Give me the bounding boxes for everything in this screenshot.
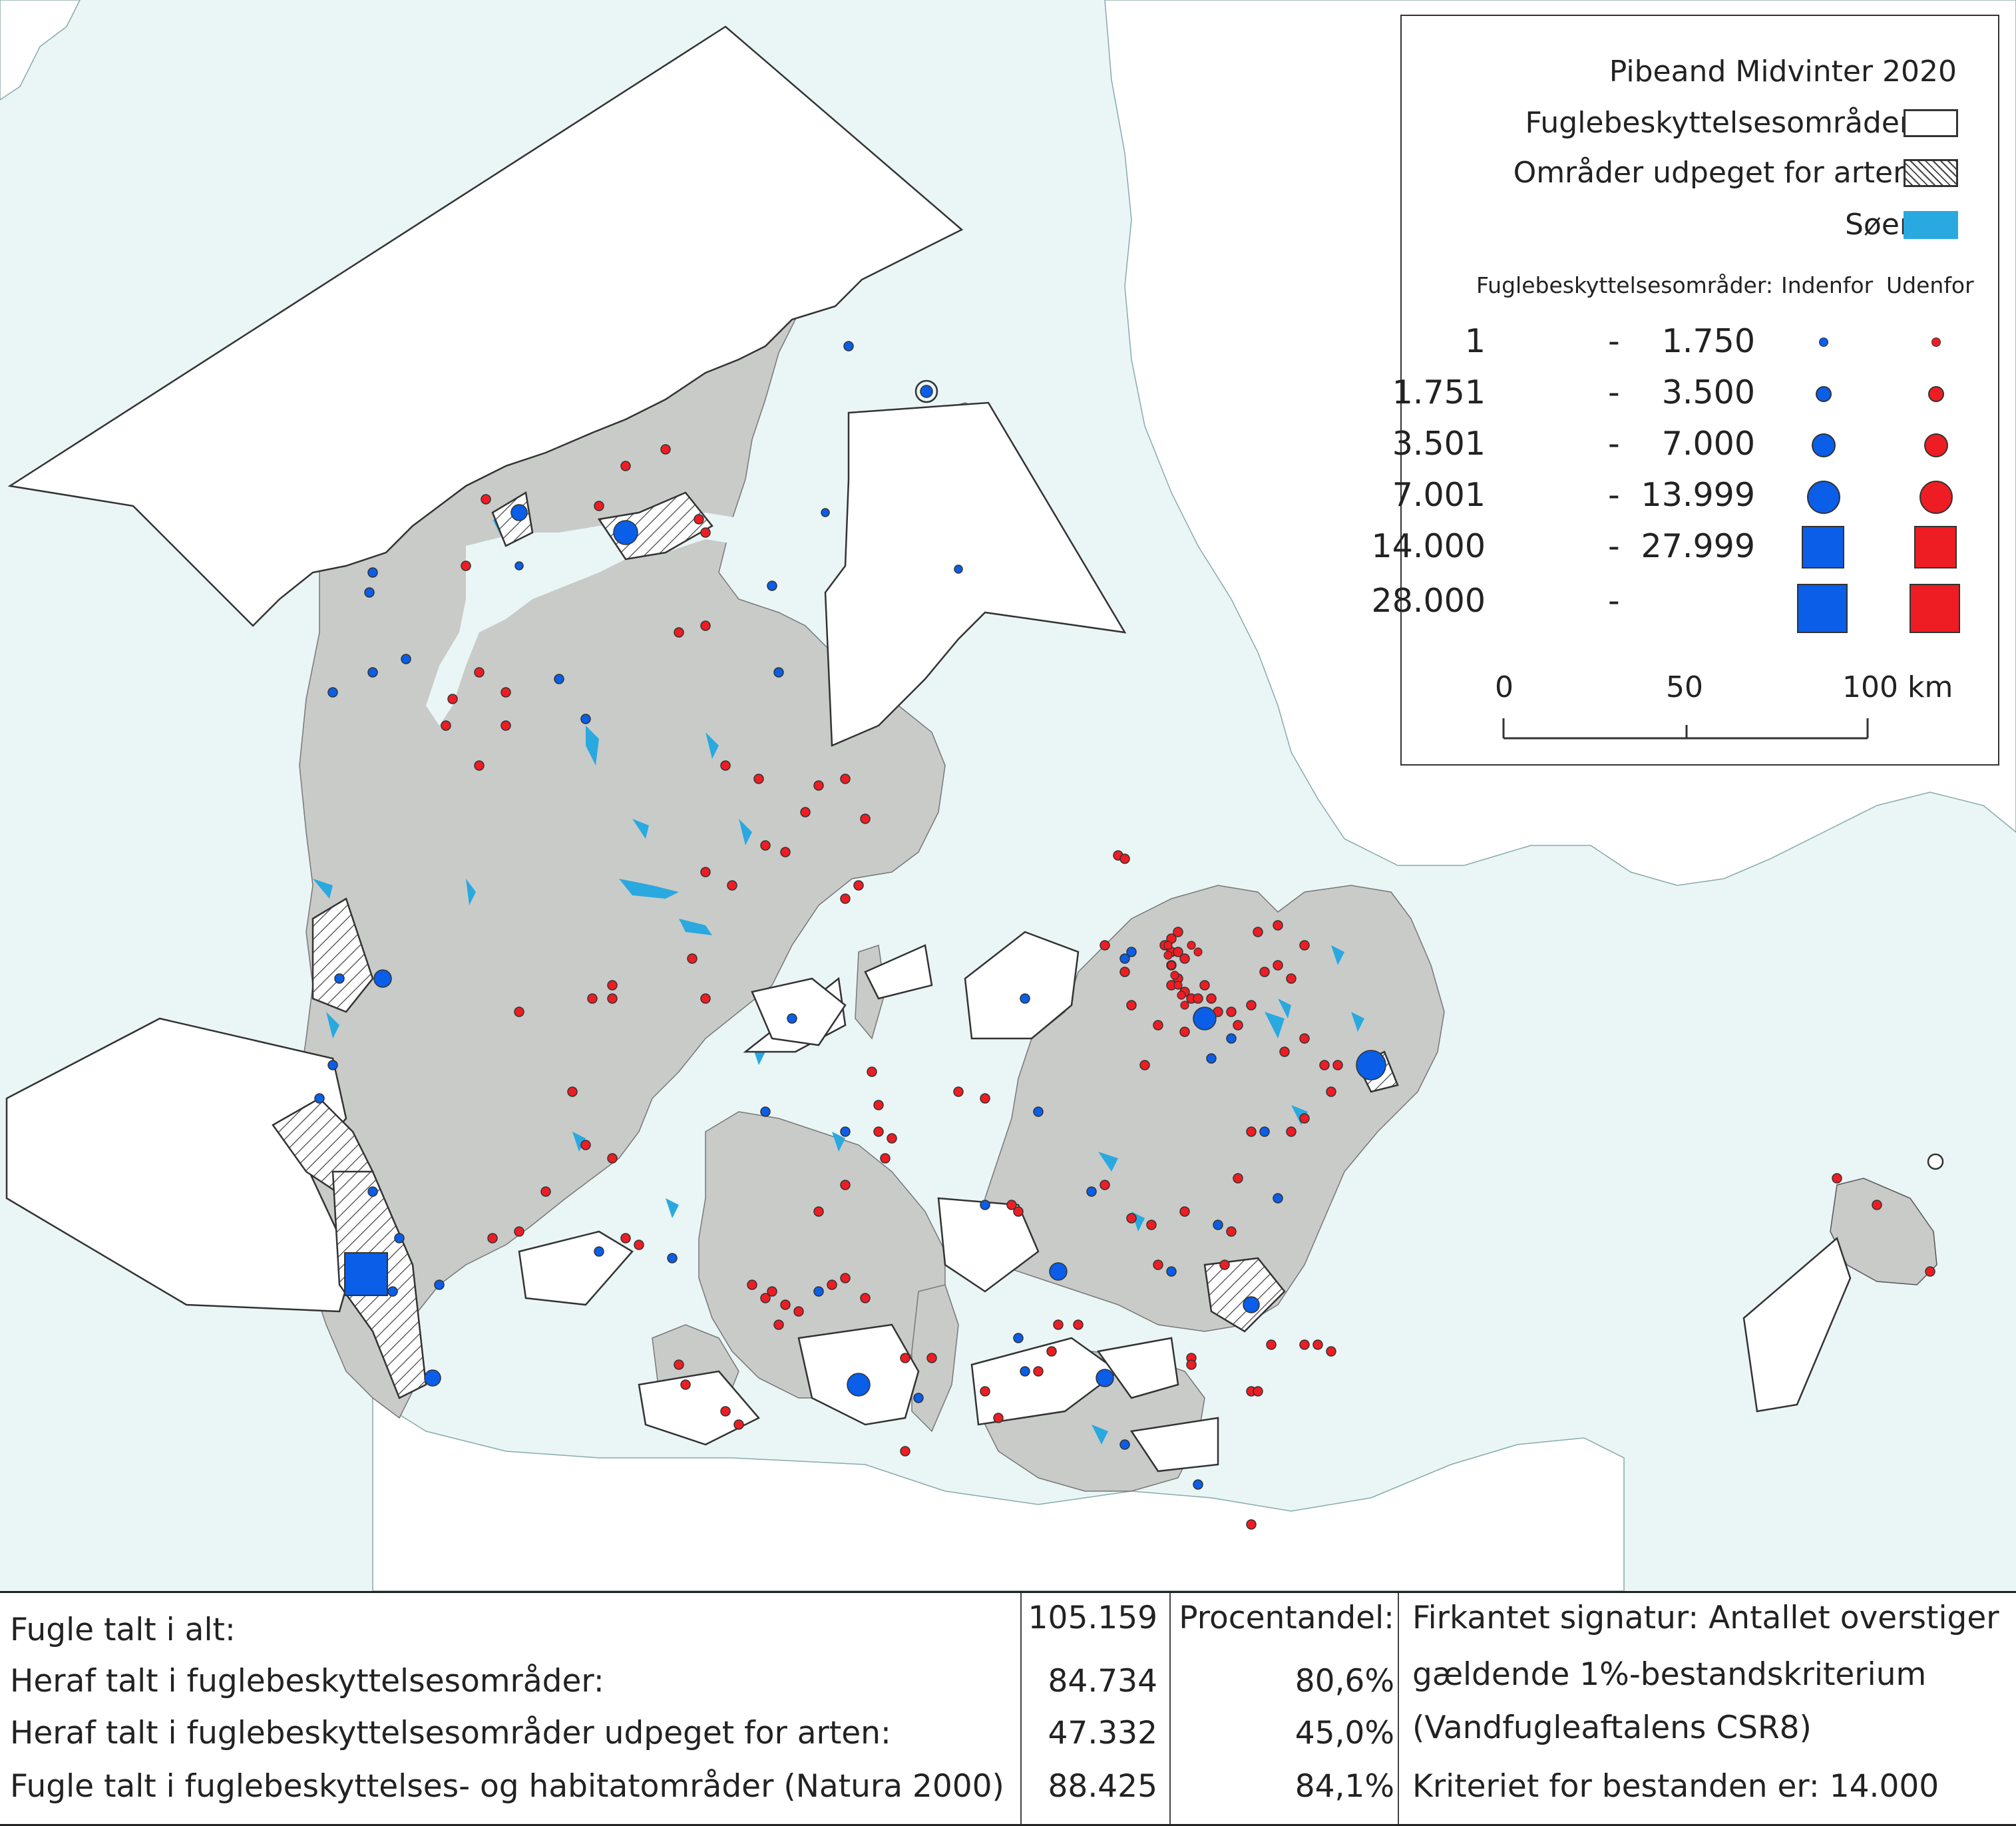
class-to: 27.999 [1641, 527, 1755, 565]
outside-cluster [1163, 941, 1203, 1010]
class-to: 7.000 [1661, 425, 1755, 463]
inside-symbol [1807, 481, 1840, 514]
outside-symbol [1931, 338, 1941, 347]
stats-label: Fugle talt i fuglebeskyttelses- og habit… [10, 1768, 1004, 1805]
outside-symbol [1914, 526, 1957, 569]
stats-note: gældende 1%-bestandskriterium [1412, 1656, 1927, 1693]
open-circle-marker [914, 379, 938, 403]
class-from: 7.001 [1392, 476, 1486, 514]
inside-symbol [1802, 526, 1844, 569]
inside-observations [314, 341, 1386, 1490]
outside-observations [441, 444, 1935, 1530]
stats-percent: Procentandel: [1179, 1600, 1394, 1636]
class-from: 28.000 [1371, 582, 1486, 620]
stats-label: Fugle talt i alt: [10, 1612, 236, 1648]
stats-value: 105.159 [1028, 1600, 1157, 1636]
legend-item-label: Områder udpeget for arten [1513, 156, 1912, 190]
inside-square-marker [344, 1252, 388, 1296]
stats-label: Heraf talt i fuglebeskyttelsesområder ud… [10, 1715, 891, 1751]
class-to: 13.999 [1641, 476, 1755, 514]
stats-value: 84.734 [1048, 1663, 1157, 1700]
bird-protection-areas [5, 25, 1852, 1473]
germany-land [372, 1397, 1625, 1591]
white-box-swatch [1904, 109, 1958, 137]
legend-item-label: Søer [1844, 208, 1912, 242]
stats-note: Firkantet signatur: Antallet overstiger [1412, 1600, 1999, 1636]
legend-title: Pibeand Midvinter 2020 [1609, 55, 1957, 89]
class-to: 3.500 [1661, 373, 1755, 411]
stats-value: 47.332 [1048, 1715, 1157, 1751]
class-dash: - [1608, 527, 1620, 565]
stats-value: 88.425 [1048, 1768, 1157, 1805]
legend-column-header: Fuglebeskyttelsesområder: [1476, 272, 1773, 298]
class-dash: - [1608, 373, 1620, 411]
class-from: 1.751 [1392, 373, 1486, 411]
class-dash: - [1608, 425, 1620, 463]
stats-percent: 45,0% [1295, 1715, 1394, 1751]
class-dash: - [1608, 322, 1620, 360]
lakes-layer [313, 519, 1364, 1445]
inside-symbol [1812, 433, 1836, 457]
stats-percent: 80,6% [1295, 1663, 1394, 1700]
open-circle-marker [1927, 1153, 1944, 1170]
legend-col-inside: Indenfor [1781, 272, 1874, 298]
map-legend: Pibeand Midvinter 2020 Fuglebeskyttelses… [1372, 15, 1999, 766]
scale-tick-label: 0 [1495, 670, 1513, 704]
scale-tick-label: 100 km [1842, 670, 1953, 704]
scale-bar [1502, 718, 1869, 740]
legend-item-label: Fuglebeskyttelsesområder [1525, 106, 1912, 140]
blue-box-swatch [1904, 211, 1958, 239]
scale-tick-label: 50 [1666, 670, 1703, 704]
class-dash: - [1608, 476, 1620, 514]
statistics-table: Fugle talt i alt: 105.159 Procentandel: … [0, 1591, 2016, 1826]
zealand-land [984, 885, 1445, 1332]
legend-col-outside: Udenfor [1886, 272, 1974, 298]
hatched-box-swatch [1904, 159, 1958, 187]
stats-label: Heraf talt i fuglebeskyttelsesområder: [10, 1663, 604, 1700]
class-from: 14.000 [1371, 527, 1486, 565]
class-dash: - [1608, 582, 1620, 620]
outside-symbol [1928, 386, 1944, 402]
outside-symbol [1910, 584, 1960, 633]
class-to: 1.750 [1661, 322, 1755, 360]
stats-note: (Vandfugleaftalens CSR8) [1412, 1710, 1812, 1746]
inside-symbol [1816, 386, 1832, 402]
class-from: 1 [1464, 322, 1486, 360]
class-from: 3.501 [1392, 425, 1486, 463]
norway-land [0, 0, 81, 101]
outside-symbol [1924, 433, 1948, 457]
inside-symbol [1819, 338, 1828, 347]
inside-symbol [1797, 584, 1848, 633]
stats-percent: 84,1% [1295, 1768, 1394, 1805]
outside-symbol [1919, 481, 1953, 514]
stats-note: Kriteriet for bestanden er: 14.000 [1412, 1768, 1939, 1805]
